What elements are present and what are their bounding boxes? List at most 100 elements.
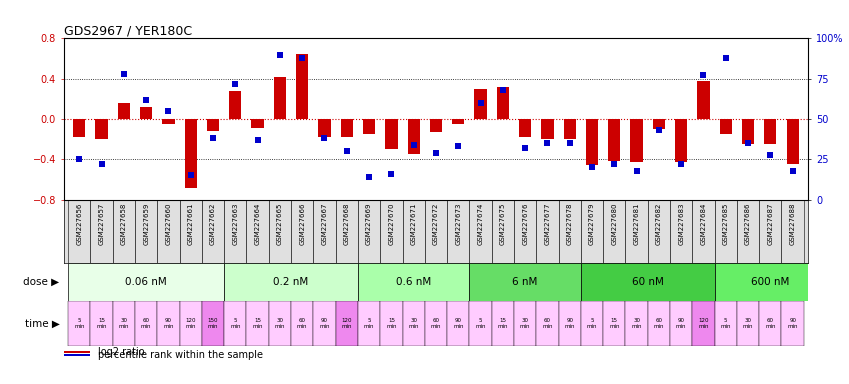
Text: GDS2967 / YER180C: GDS2967 / YER180C — [64, 24, 192, 37]
Bar — [184, 119, 197, 187]
Text: 5
min: 5 min — [475, 318, 486, 329]
Text: 15
min: 15 min — [96, 318, 107, 329]
Bar — [447, 301, 469, 346]
Text: GSM227674: GSM227674 — [477, 203, 484, 245]
Text: 15
min: 15 min — [609, 318, 620, 329]
Text: log2 ratio: log2 ratio — [98, 347, 144, 357]
Bar — [269, 301, 291, 346]
Bar — [542, 119, 554, 139]
Point — [474, 100, 487, 106]
Text: time ▶: time ▶ — [25, 318, 59, 329]
Bar — [157, 301, 180, 346]
Bar — [64, 351, 91, 353]
Text: GSM227672: GSM227672 — [433, 203, 439, 245]
Bar — [497, 87, 509, 119]
Bar — [118, 103, 130, 119]
Point — [674, 161, 688, 167]
Point — [786, 167, 800, 174]
Text: GSM227668: GSM227668 — [344, 203, 350, 245]
Text: 120
min: 120 min — [698, 318, 709, 329]
Point — [697, 73, 711, 79]
Bar — [180, 200, 202, 263]
Text: 60
min: 60 min — [765, 318, 776, 329]
Bar — [224, 301, 246, 346]
Bar — [385, 119, 397, 149]
Text: 120
min: 120 min — [185, 318, 196, 329]
Point — [318, 135, 331, 141]
Bar — [720, 119, 732, 134]
Text: GSM227681: GSM227681 — [633, 203, 639, 245]
Text: GSM227680: GSM227680 — [611, 203, 617, 245]
Text: 90
min: 90 min — [676, 318, 687, 329]
Text: 5
min: 5 min — [587, 318, 597, 329]
Bar — [715, 301, 737, 346]
Bar — [648, 200, 670, 263]
Text: GSM227670: GSM227670 — [388, 203, 395, 245]
Point — [228, 81, 242, 87]
Bar — [586, 119, 599, 166]
Bar — [715, 263, 826, 301]
Point — [250, 137, 264, 143]
Bar — [91, 200, 113, 263]
Text: GSM227678: GSM227678 — [567, 203, 573, 245]
Bar — [759, 301, 781, 346]
Bar — [358, 263, 469, 301]
Text: GSM227667: GSM227667 — [322, 203, 328, 245]
Text: 30
min: 30 min — [520, 318, 531, 329]
Point — [630, 167, 644, 174]
Bar — [363, 119, 375, 134]
Point — [95, 161, 109, 167]
Text: 60
min: 60 min — [141, 318, 151, 329]
Text: GSM227679: GSM227679 — [589, 203, 595, 245]
Bar — [670, 200, 692, 263]
Bar — [742, 119, 754, 144]
Text: percentile rank within the sample: percentile rank within the sample — [98, 350, 263, 360]
Bar — [157, 200, 180, 263]
Point — [363, 174, 376, 180]
Text: 150
min: 150 min — [208, 318, 218, 329]
Bar — [291, 301, 313, 346]
Bar — [202, 200, 224, 263]
Point — [563, 140, 576, 146]
Bar — [318, 119, 330, 137]
Bar — [626, 200, 648, 263]
Text: 90
min: 90 min — [319, 318, 329, 329]
Bar — [469, 263, 581, 301]
Text: 30
min: 30 min — [632, 318, 642, 329]
Point — [719, 55, 733, 61]
Text: GSM227684: GSM227684 — [700, 203, 706, 245]
Bar — [246, 200, 269, 263]
Text: 60
min: 60 min — [654, 318, 664, 329]
Bar — [581, 263, 715, 301]
Point — [452, 143, 465, 149]
Text: GSM227669: GSM227669 — [366, 203, 372, 245]
Point — [496, 87, 509, 93]
Bar — [514, 200, 537, 263]
Point — [741, 140, 755, 146]
Bar — [564, 119, 576, 139]
Point — [407, 142, 420, 148]
Bar — [537, 200, 559, 263]
Bar — [291, 200, 313, 263]
Bar — [781, 301, 804, 346]
Bar — [447, 200, 469, 263]
Text: 5
min: 5 min — [364, 318, 374, 329]
Text: 6 nM: 6 nM — [513, 277, 537, 287]
Bar — [73, 119, 86, 137]
Text: 60
min: 60 min — [543, 318, 553, 329]
Bar — [737, 301, 759, 346]
Bar — [68, 263, 224, 301]
Bar — [358, 200, 380, 263]
Bar — [251, 119, 264, 128]
Text: 0.6 nM: 0.6 nM — [396, 277, 431, 287]
Bar — [113, 301, 135, 346]
Text: 90
min: 90 min — [787, 318, 798, 329]
Point — [519, 145, 532, 151]
Point — [161, 108, 175, 114]
Text: GSM227677: GSM227677 — [544, 203, 550, 245]
Point — [429, 150, 442, 156]
Text: GSM227665: GSM227665 — [277, 203, 283, 245]
Bar — [335, 301, 358, 346]
Text: GSM227685: GSM227685 — [722, 203, 728, 245]
Text: 90
min: 90 min — [163, 318, 174, 329]
